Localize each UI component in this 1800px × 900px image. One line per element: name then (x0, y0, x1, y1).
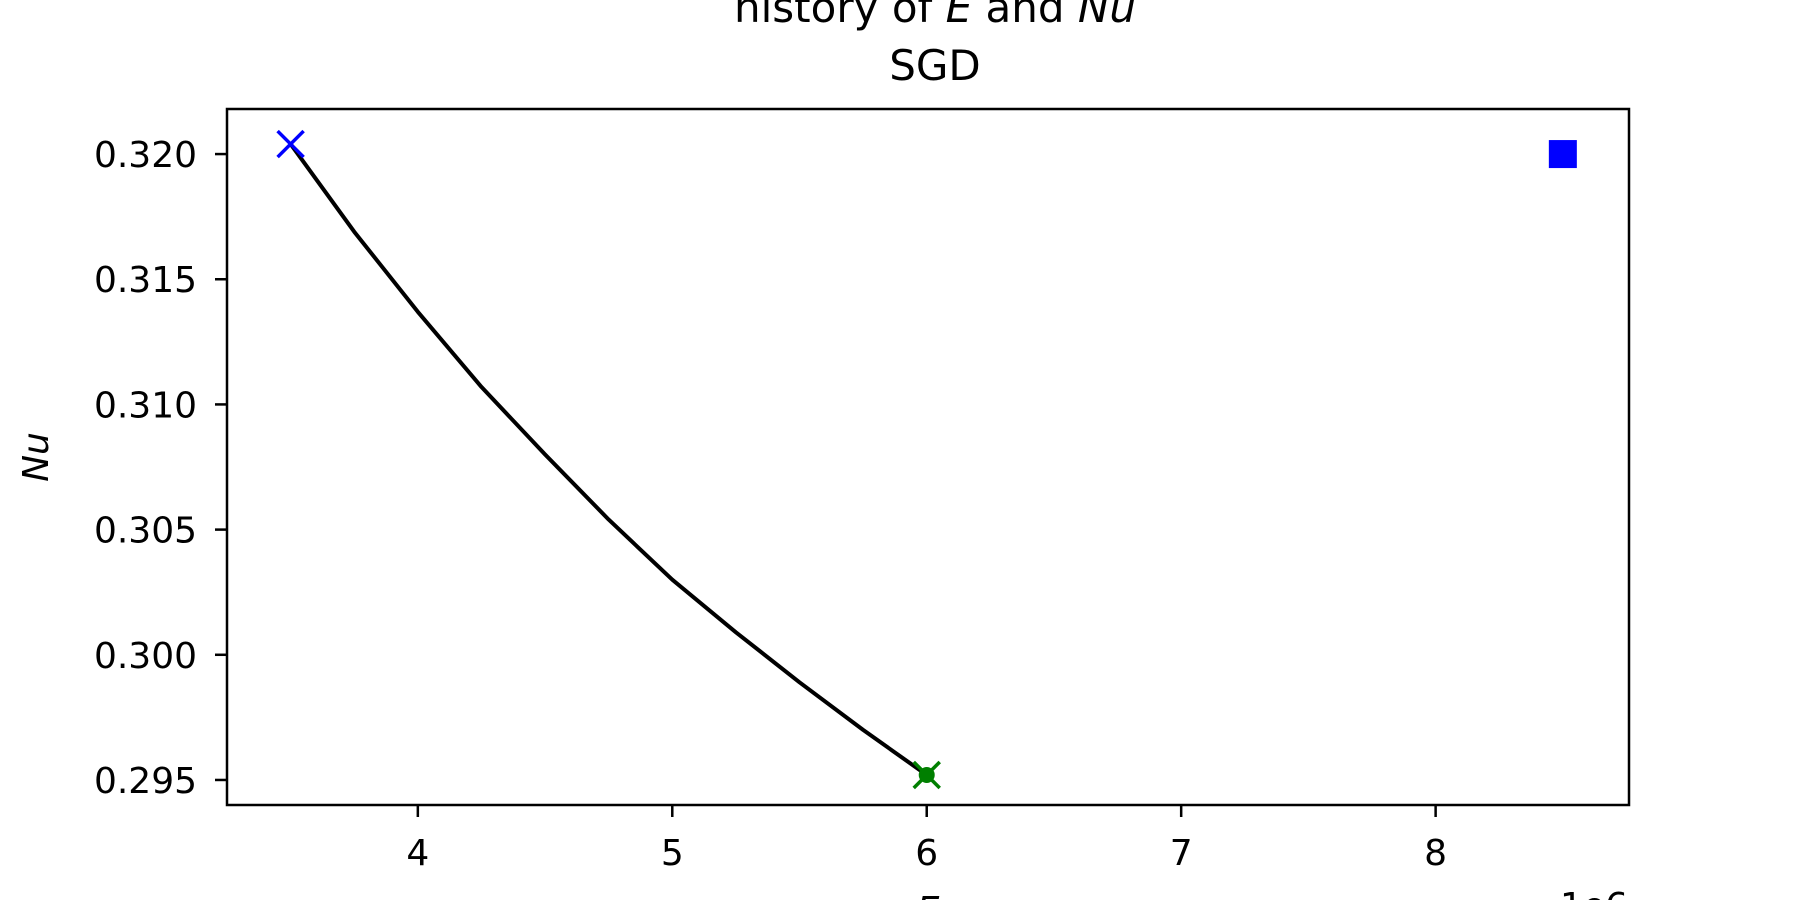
y-tick-label: 0.295 (94, 761, 197, 802)
marker-start-x (276, 129, 305, 159)
x-tick-label: 8 (1424, 833, 1447, 874)
x-axis-offset-label: 1e6 (1560, 886, 1628, 900)
marker-target-square (1548, 140, 1577, 169)
y-tick-label: 0.305 (94, 511, 197, 552)
x-tick-label: 5 (661, 833, 684, 874)
y-axis-label: Nu (16, 432, 57, 482)
x-tick-label: 6 (915, 833, 938, 874)
series-line-0 (288, 142, 929, 777)
chart-title: history of E and Nu (734, 0, 1136, 32)
y-tick-label: 0.300 (94, 636, 197, 677)
marker-end-dot (918, 766, 935, 783)
chart-subtitle: SGD (889, 41, 981, 90)
y-tick-label: 0.320 (94, 135, 197, 176)
plot-area (276, 129, 1577, 790)
x-tick-label: 7 (1170, 833, 1193, 874)
x-tick-label: 4 (406, 833, 429, 874)
x-axis-label: E (917, 890, 940, 900)
y-tick-label: 0.310 (94, 385, 197, 426)
axis-ticks: 4 5 6 7 8 0.295 0.300 0.305 0.310 0.315 0.320 (94, 135, 1447, 874)
y-tick-label: 0.315 (94, 260, 197, 301)
plot-frame (225, 107, 1631, 807)
